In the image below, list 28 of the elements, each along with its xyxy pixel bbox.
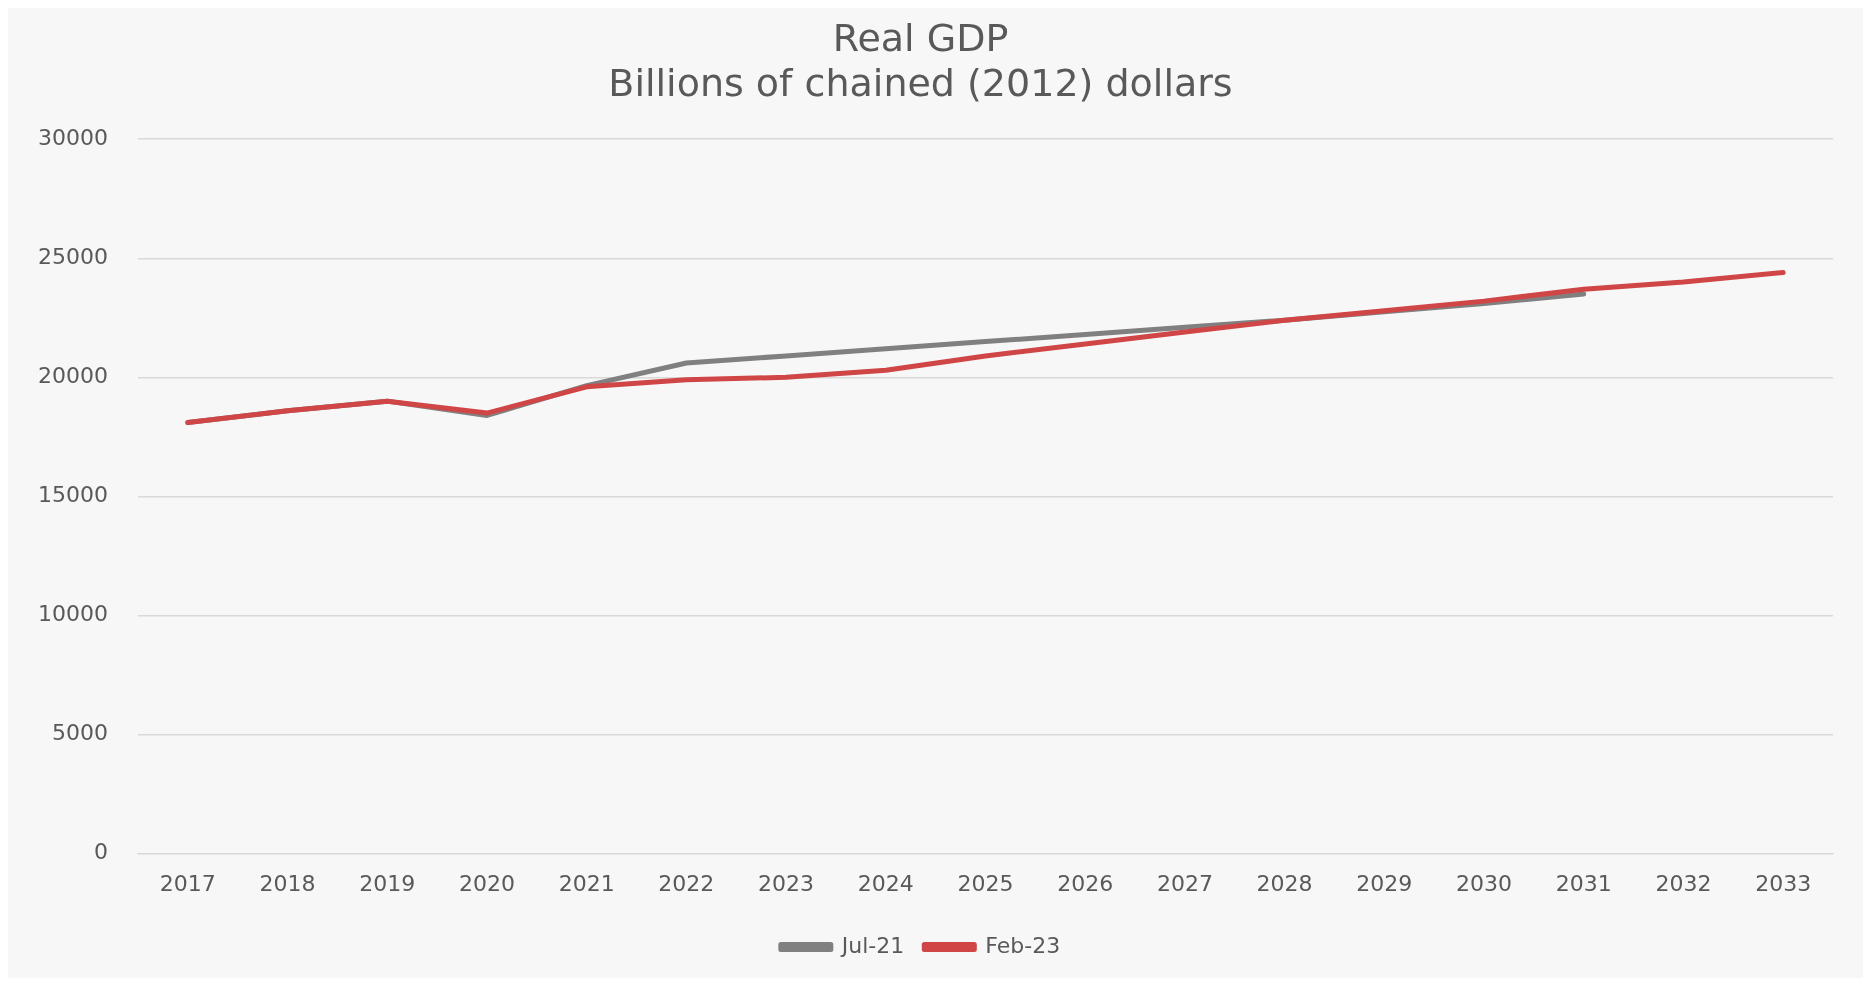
- x-tick-label: 2018: [259, 870, 316, 896]
- text: Billions of chained (2012) dollars: [608, 61, 1233, 106]
- x-tick-label: 2021: [558, 870, 615, 896]
- y-tick-label: 0: [93, 839, 108, 865]
- x-tick-label: 2017: [159, 870, 216, 896]
- y-tick-label: 30000: [37, 124, 108, 150]
- x-tick-label: 2026: [1057, 870, 1114, 896]
- x-tick-label: 2032: [1655, 870, 1712, 896]
- x-tick-label: 2019: [359, 870, 416, 896]
- x-tick-label: 2028: [1256, 870, 1313, 896]
- y-tick-label: 5000: [51, 720, 108, 746]
- y-tick-label: 20000: [37, 363, 108, 389]
- y-tick-label: 10000: [37, 601, 108, 627]
- x-tick-label: 2025: [957, 870, 1014, 896]
- x-tick-label: 2027: [1156, 870, 1213, 896]
- x-tick-label: 2020: [458, 870, 515, 896]
- x-tick-label: 2031: [1555, 870, 1612, 896]
- x-tick-label: 2024: [857, 870, 914, 896]
- y-tick-label: 15000: [37, 482, 108, 508]
- x-tick-label: 2023: [758, 870, 815, 896]
- legend-label: Jul-21: [839, 932, 905, 958]
- text: Real GDP: [832, 15, 1009, 60]
- y-tick-label: 25000: [37, 243, 108, 269]
- legend-label: Feb-23: [985, 932, 1061, 958]
- x-tick-label: 2030: [1456, 870, 1513, 896]
- x-tick-label: 2033: [1755, 870, 1812, 896]
- x-tick-label: 2029: [1356, 870, 1413, 896]
- x-tick-label: 2022: [658, 870, 715, 896]
